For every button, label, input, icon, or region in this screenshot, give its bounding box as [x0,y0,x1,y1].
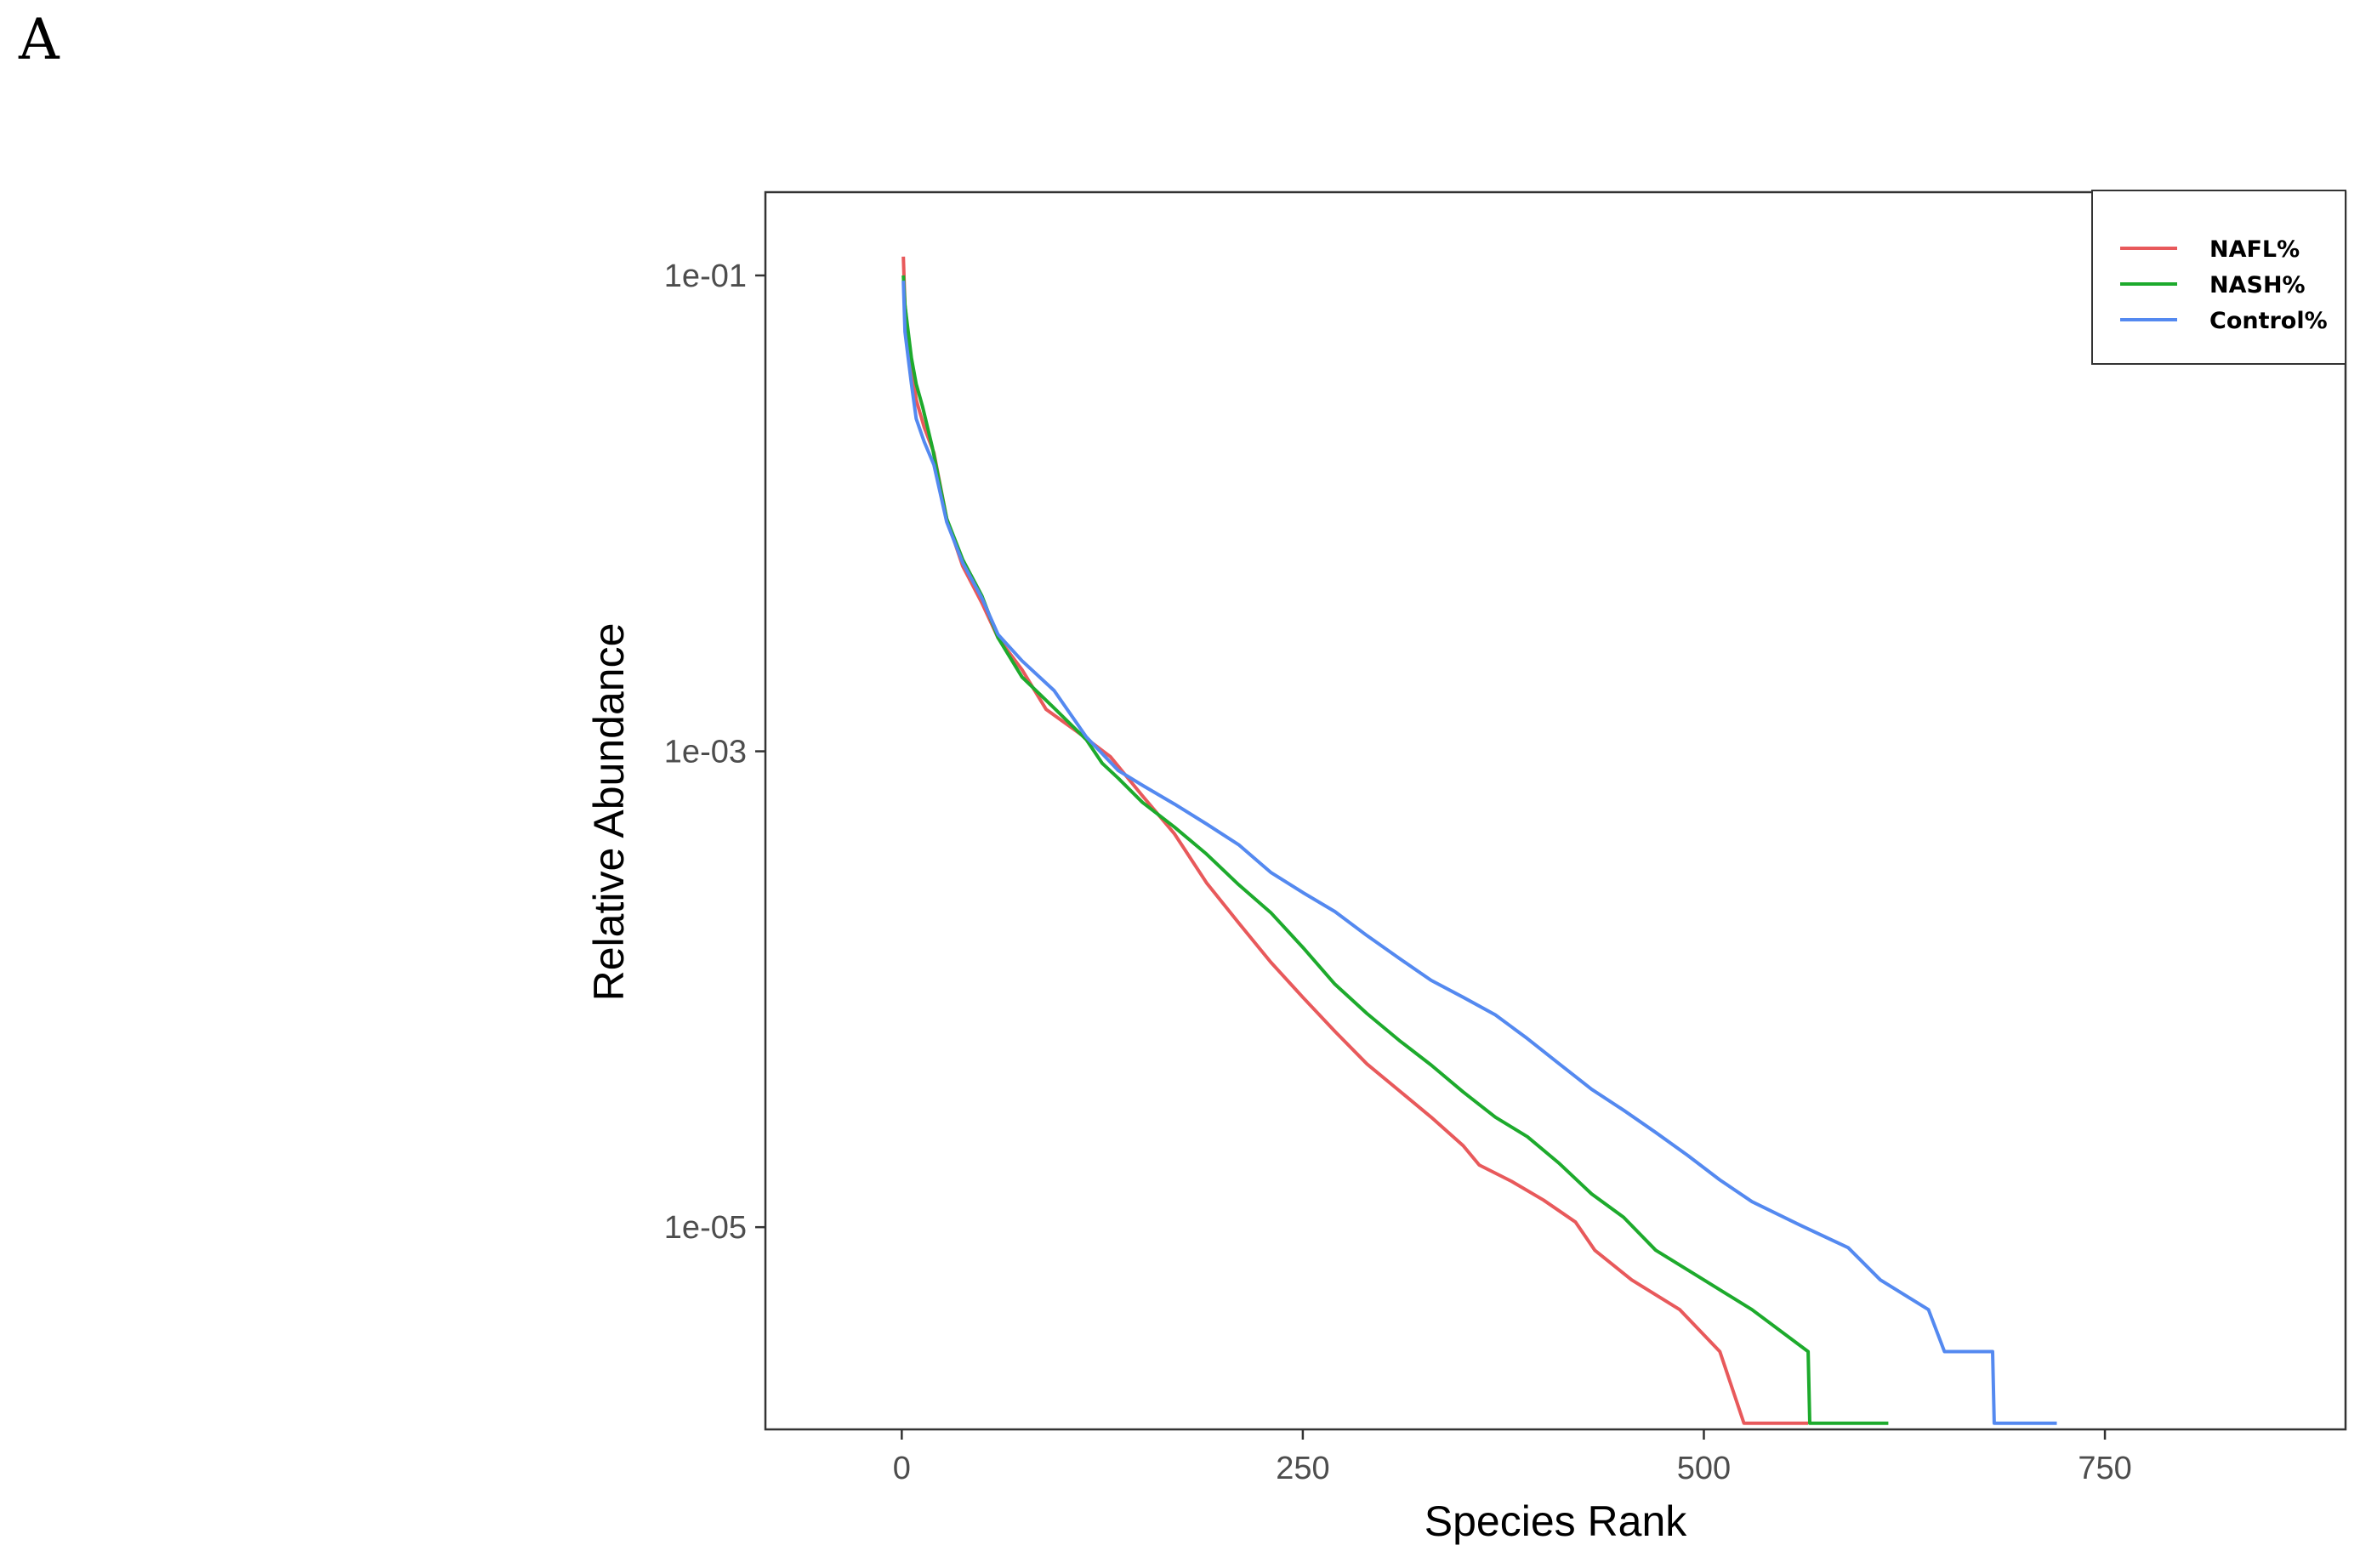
y-axis-title: Relative Abundance [585,623,633,1002]
plot-area-border [764,190,2347,1431]
x-tick-label: 500 [1677,1451,1731,1486]
series-line-control [901,281,2057,1425]
series-layer [901,256,2057,1425]
y-tick-label: 1e-01 [664,258,747,294]
legend-label: NAFL% [2209,236,2300,263]
y-tick-label: 1e-03 [664,735,747,770]
series-line-nash [901,275,1889,1425]
x-tick-label: 250 [1276,1451,1329,1486]
y-axis: 1e-01 1e-03 1e-05 [664,258,765,1246]
legend-label: NASH% [2209,272,2306,298]
legend-box [2091,190,2346,365]
x-axis-title: Species Rank [1425,1497,1687,1545]
x-tick-label: 0 [893,1451,911,1486]
legend-label: Control% [2209,308,2328,334]
legend: NAFL% NASH% Control% [2091,190,2346,365]
panel-label: A [19,7,60,72]
x-tick-label: 750 [2078,1451,2131,1486]
series-line-nafl [901,256,1809,1425]
x-axis: 0 250 500 750 [893,1429,2132,1486]
y-tick-label: 1e-05 [664,1210,747,1246]
